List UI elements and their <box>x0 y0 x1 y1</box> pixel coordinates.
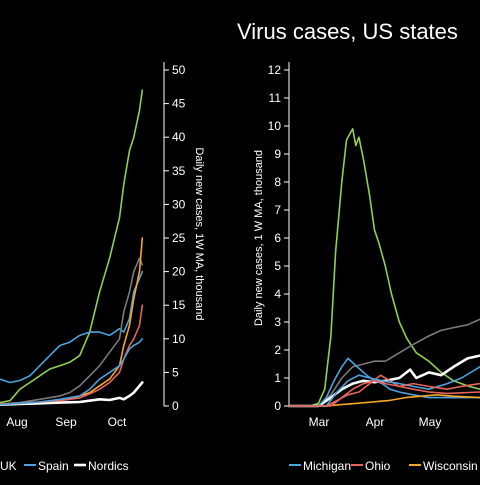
y-tick-label-1-3: 3 <box>274 315 281 329</box>
y-tick-label-0-0: 0 <box>172 399 179 413</box>
x-tick-label-0-aug: Aug <box>6 415 27 429</box>
y-tick-label-0-35: 35 <box>172 164 186 178</box>
chart-title: Virus cases, US states <box>237 19 458 44</box>
y-tick-label-1-5: 5 <box>274 259 281 273</box>
y-tick-label-1-4: 4 <box>274 287 281 301</box>
y-tick-label-0-40: 40 <box>172 130 186 144</box>
x-tick-label-0-oct: Oct <box>108 415 127 429</box>
legend-label-ohio: Ohio <box>365 459 391 473</box>
series-line-1-unlabeled-1 <box>288 318 480 407</box>
legend-label-spain: Spain <box>38 459 69 473</box>
series-line-1-wisconsin <box>288 393 480 407</box>
series-line-1-unlabeled-0 <box>288 128 480 407</box>
series-line-0-unlabeled-6 <box>0 337 144 406</box>
y-tick-label-1-8: 8 <box>274 175 281 189</box>
legend-label-michigan: Michigan <box>303 459 351 473</box>
series-line-1-unlabeled-6 <box>288 365 480 407</box>
right-y-axis-title: Daily new cases, 1 W MA, thousand <box>253 150 265 326</box>
y-tick-label-0-5: 5 <box>172 365 179 379</box>
series-line-0-uk <box>0 89 144 404</box>
series-line-0-spain <box>0 270 144 384</box>
y-tick-label-1-10: 10 <box>268 119 282 133</box>
y-tick-label-0-15: 15 <box>172 298 186 312</box>
y-tick-label-1-0: 0 <box>274 399 281 413</box>
y-tick-label-1-2: 2 <box>274 343 281 357</box>
series-line-0-unlabeled-3 <box>0 257 144 405</box>
legend-label-nordics: Nordics <box>88 459 129 473</box>
x-tick-label-1-apr: Apr <box>366 415 385 429</box>
y-tick-label-1-11: 11 <box>269 91 282 105</box>
left-y-axis-title: Daily new cases, 1W MA, thousand <box>193 147 205 320</box>
y-tick-label-1-12: 12 <box>268 63 282 77</box>
y-tick-label-0-50: 50 <box>172 63 186 77</box>
y-tick-label-0-45: 45 <box>172 97 186 111</box>
x-tick-label-1-may: May <box>419 415 442 429</box>
y-tick-label-1-6: 6 <box>274 231 281 245</box>
y-tick-label-0-30: 30 <box>172 197 186 211</box>
y-tick-label-0-20: 20 <box>172 265 186 279</box>
x-tick-label-0-sep: Sep <box>55 415 77 429</box>
y-tick-label-1-7: 7 <box>274 203 281 217</box>
y-tick-label-0-25: 25 <box>172 231 186 245</box>
legend-label-wisconsin: Wisconsin <box>423 459 478 473</box>
series-line-1-unlabeled-7 <box>288 379 480 407</box>
legend-label-uk: UK <box>0 459 17 473</box>
x-tick-label-1-mar: Mar <box>309 415 330 429</box>
series-line-0-nordics <box>0 381 144 407</box>
y-tick-label-1-1: 1 <box>274 371 281 385</box>
y-tick-label-1-9: 9 <box>274 147 281 161</box>
y-tick-label-0-10: 10 <box>172 332 186 346</box>
